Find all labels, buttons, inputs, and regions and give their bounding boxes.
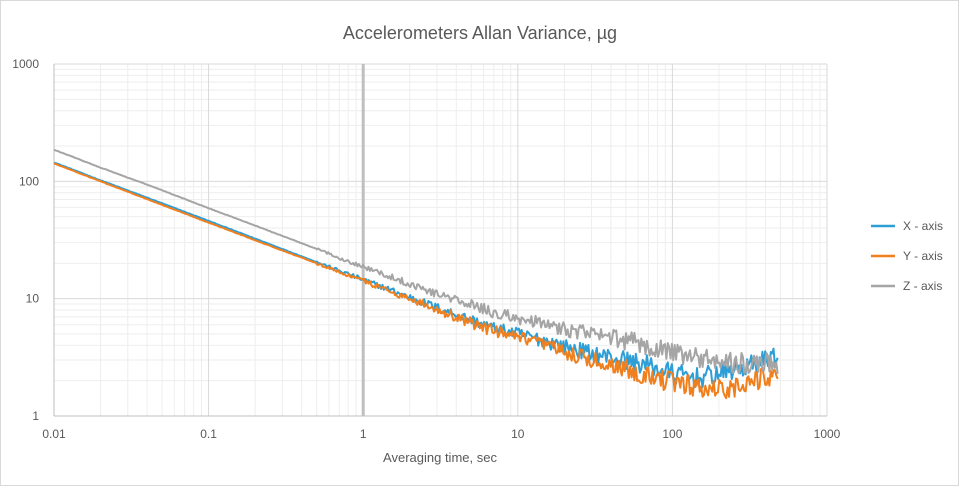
x-tick-label: 1 xyxy=(360,427,367,441)
x-tick-label: 100 xyxy=(662,427,682,441)
x-axis-ticks: 0.01 0.1 1 10 100 1000 xyxy=(42,427,840,441)
series-layer xyxy=(53,148,779,400)
x-tick-label: 1000 xyxy=(814,427,841,441)
legend-label: X - axis xyxy=(903,219,943,233)
grid xyxy=(53,63,828,417)
y-tick-label: 100 xyxy=(19,174,39,188)
x-tick-label: 0.01 xyxy=(42,427,66,441)
y-tick-label: 1 xyxy=(32,409,39,423)
y-tick-label: 10 xyxy=(26,292,40,306)
legend-label: Y - axis xyxy=(903,249,943,263)
series-line-x-axis xyxy=(53,161,779,389)
x-tick-label: 10 xyxy=(511,427,525,441)
plot-frame xyxy=(53,64,827,417)
y-axis-ticks: 1 10 100 1000 xyxy=(12,57,39,423)
chart-title: Accelerometers Allan Variance, µg xyxy=(343,23,617,43)
y-tick-label: 1000 xyxy=(12,57,39,71)
x-tick-label: 0.1 xyxy=(200,427,217,441)
series-line-z-axis xyxy=(53,148,779,375)
legend: X - axis Y - axis Z - axis xyxy=(871,219,943,293)
legend-label: Z - axis xyxy=(903,279,942,293)
series-line-y-axis xyxy=(53,162,779,400)
x-axis-title: Averaging time, sec xyxy=(383,450,497,465)
